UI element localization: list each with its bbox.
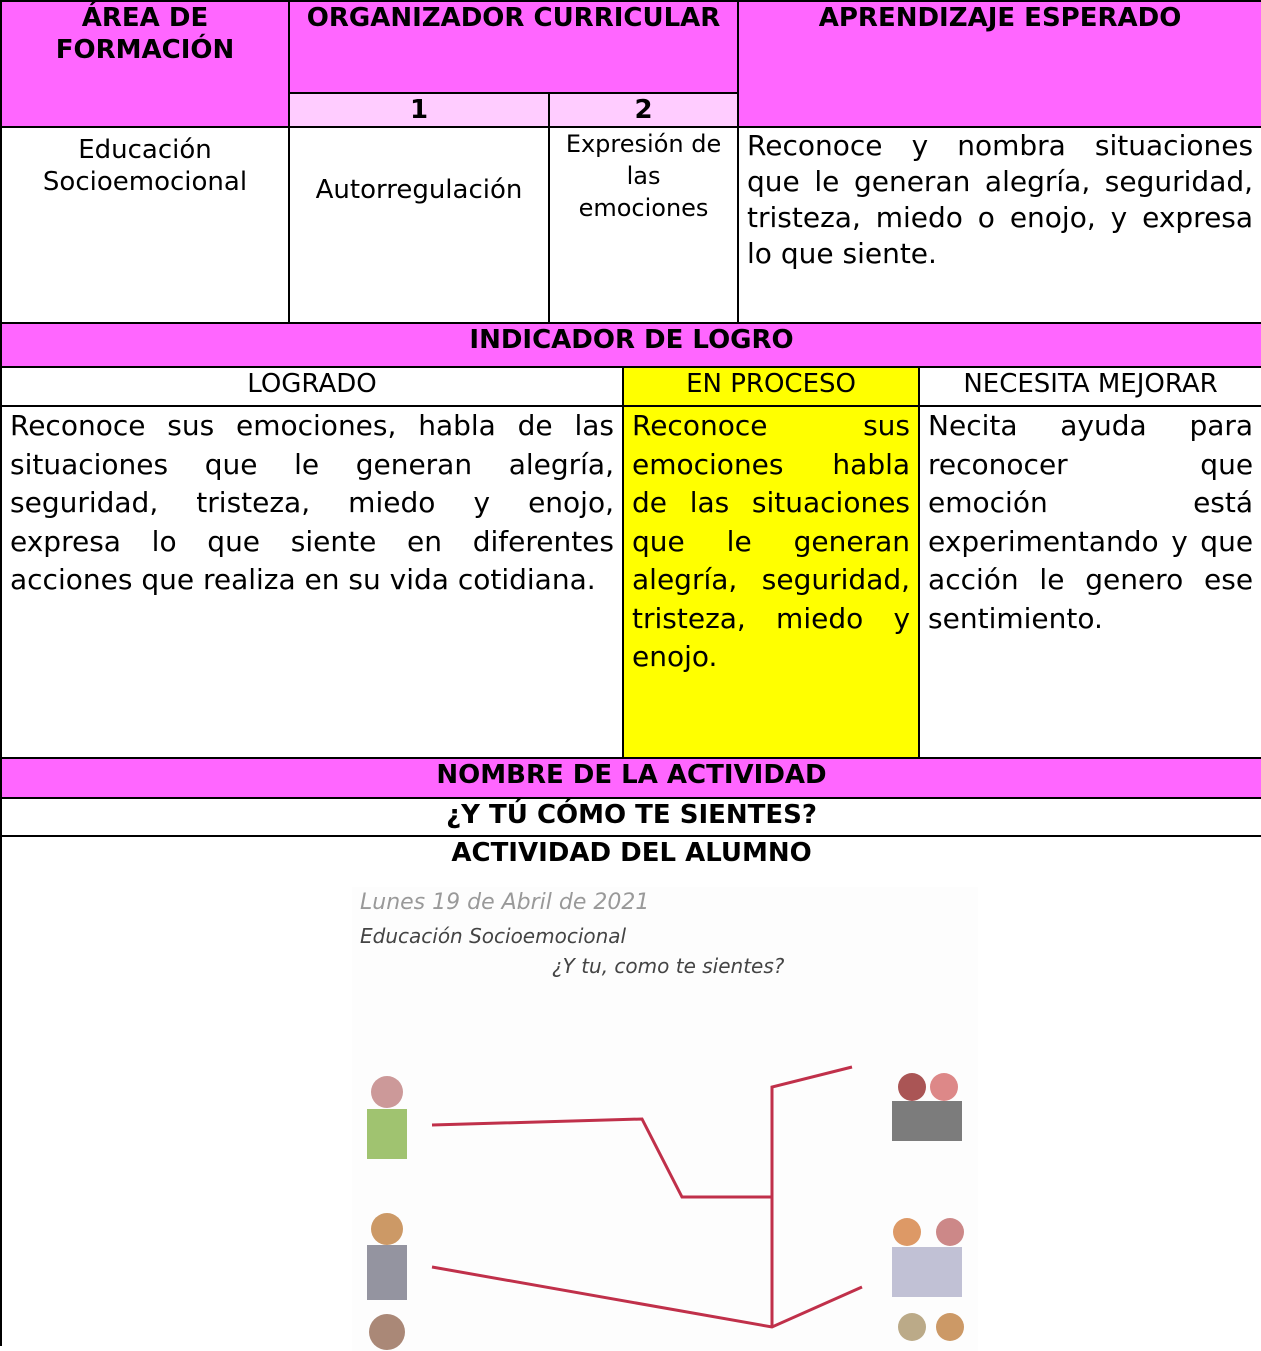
indicator-title: INDICADOR DE LOGRO — [0, 322, 1261, 368]
organizer-1-header: 1 — [288, 92, 550, 128]
student-drawing: Lunes 19 de Abril de 2021 Educación Soci… — [352, 887, 978, 1351]
organizer-2-cell: Expresión de las emociones — [547, 126, 740, 324]
handwriting: Lunes 19 de Abril de 2021 — [360, 890, 649, 915]
student-activity-cell: ACTIVIDAD DEL ALUMNO Lunes 19 de Abril d… — [0, 835, 1261, 1351]
level-label: NECESITA MEJORAR — [918, 366, 1261, 407]
figures — [367, 1073, 964, 1350]
handwriting: Educación Socioemocional — [360, 924, 627, 948]
level-text: Necita ayuda para reconocer que emoción … — [918, 405, 1261, 759]
student-activity-label: ACTIVIDAD DEL ALUMNO — [451, 838, 812, 868]
handwriting: ¿Y tu, como te sientes? — [552, 954, 785, 978]
organizer-1-cell: Autorregulación — [288, 126, 550, 324]
organizer-header: ORGANIZADOR CURRICULAR — [287, 0, 740, 94]
level-text: Reconoce sus emociones, habla de las sit… — [0, 405, 624, 759]
expected-cell: Reconoce y nombra situaciones que le gen… — [737, 126, 1261, 324]
level-label: EN PROCESO — [621, 366, 921, 407]
drawn-lines — [431, 1065, 863, 1329]
activity-name-label: NOMBRE DE LA ACTIVIDAD — [0, 757, 1261, 799]
highlight: Reconoce sus emociones habla de las situ… — [632, 409, 911, 673]
organizer-2-header: 2 — [547, 92, 740, 128]
area-header: ÁREA DE FORMACIÓN — [0, 0, 290, 128]
expected-header: APRENDIZAJE ESPERADO — [737, 0, 1261, 128]
area-cell: Educación Socioemocional — [0, 126, 290, 324]
activity-name: ¿Y TÚ CÓMO TE SIENTES? — [0, 797, 1261, 837]
level-label: LOGRADO — [0, 366, 624, 407]
paper — [352, 887, 978, 1351]
level-text: Reconoce sus emociones habla de las situ… — [621, 405, 921, 759]
